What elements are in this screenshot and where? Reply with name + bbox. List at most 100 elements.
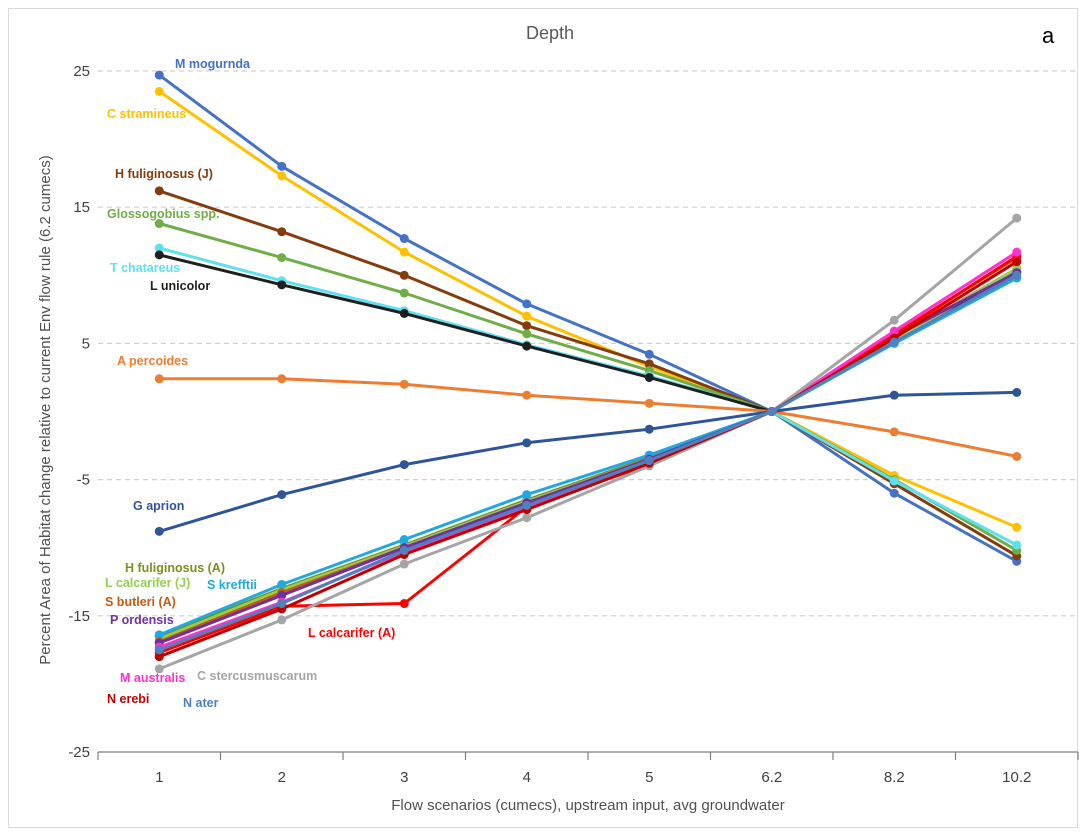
series-label-9: L calcarifer (J): [105, 576, 190, 590]
data-point-17-6: [889, 337, 899, 347]
x-tick-label: 8.2: [884, 769, 905, 786]
data-point-15-3: [522, 513, 532, 523]
data-point-10-2: [399, 535, 409, 545]
series-label-15: C stercusmuscarum: [197, 669, 317, 683]
data-point-0-0: [154, 70, 164, 80]
data-point-2-1: [277, 227, 287, 237]
data-point-0-6: [889, 488, 899, 498]
data-point-1-1: [277, 171, 287, 181]
panel-letter: a: [1042, 23, 1055, 48]
data-point-16-0: [154, 652, 164, 662]
data-point-5-3: [522, 341, 532, 351]
series-label-13: L calcarifer (A): [308, 626, 395, 640]
data-point-15-0: [154, 664, 164, 674]
data-point-3-2: [399, 288, 409, 298]
data-point-5-0: [154, 250, 164, 260]
data-point-15-6: [889, 315, 899, 325]
series-label-3: Glossogobius spp.: [107, 207, 220, 221]
data-point-13-2: [399, 599, 409, 609]
data-point-2-4: [644, 359, 654, 369]
data-point-7-1: [277, 490, 287, 500]
data-point-15-7: [1012, 213, 1022, 223]
x-tick-label: 10.2: [1002, 769, 1031, 786]
x-axis-title: Flow scenarios (cumecs), upstream input,…: [391, 797, 785, 814]
data-point-7-7: [1012, 387, 1022, 397]
data-point-2-2: [399, 270, 409, 280]
data-point-12-1: [277, 590, 287, 600]
data-point-6-0: [154, 374, 164, 384]
data-point-14-7: [1012, 247, 1022, 257]
data-point-6-6: [889, 427, 899, 437]
data-point-1-2: [399, 247, 409, 257]
series-line-3: [158, 222, 1018, 552]
data-point-10-3: [522, 490, 532, 500]
data-point-5-1: [277, 280, 287, 290]
data-point-17-3: [522, 500, 532, 510]
data-point-2-0: [154, 186, 164, 196]
data-point-3-1: [277, 253, 287, 263]
series-line-17: [158, 273, 1018, 652]
data-point-10-1: [277, 579, 287, 589]
data-point-15-1: [277, 615, 287, 625]
series-label-14: M australis: [120, 671, 185, 685]
data-point-0-1: [277, 161, 287, 171]
series-line-1: [158, 90, 1018, 529]
series-labels: M mogurnda C stramineus H fuliginosus (J) G…: [105, 57, 395, 710]
data-point-17-4: [644, 456, 654, 466]
y-tick-label: 15: [73, 199, 90, 216]
series-lines: [154, 70, 1022, 674]
data-point-17-2: [399, 545, 409, 555]
data-point-0-4: [644, 349, 654, 359]
x-tick-label: 2: [278, 769, 286, 786]
data-point-6-7: [1012, 451, 1022, 461]
data-point-17-7: [1012, 270, 1022, 280]
series-label-2: H fuliginosus (J): [115, 167, 213, 181]
data-point-7-4: [644, 424, 654, 434]
series-label-16: N erebi: [107, 692, 149, 706]
series-label-1: C stramineus: [107, 107, 186, 121]
series-line-6: [159, 377, 1018, 458]
series-line-0: [158, 73, 1018, 563]
series-line-15: [158, 216, 1018, 671]
series-label-11: S butleri (A): [105, 595, 176, 609]
data-point-16-7: [1012, 257, 1022, 267]
series-label-8: H fuliginosus (A): [125, 561, 225, 575]
x-tick-label: 3: [400, 769, 408, 786]
series-label-17: N ater: [183, 696, 219, 710]
data-point-1-0: [154, 86, 164, 96]
x-tick-label: 4: [523, 769, 531, 786]
y-tick-label: -15: [68, 608, 90, 625]
data-point-6-4: [644, 398, 654, 408]
series-line-5: [158, 253, 1018, 413]
series-label-6: A percoides: [117, 354, 188, 368]
series-label-12: P ordensis: [110, 613, 174, 627]
series-line-11: [158, 256, 1018, 644]
data-point-7-6: [889, 390, 899, 400]
axes: -25 -15 -5 5 15 25 1 2 3 4 5 6.2 8.2 10.2: [68, 63, 1079, 786]
series-label-5: L unicolor: [150, 279, 210, 293]
x-tick-label: 1: [155, 769, 163, 786]
data-point-4-6: [889, 476, 899, 486]
series-label-4: T chatareus: [110, 261, 180, 275]
data-point-1-3: [522, 311, 532, 321]
data-point-6-1: [277, 374, 287, 384]
data-point-2-3: [522, 321, 532, 331]
y-axis-title: Percent Area of Habitat change relative …: [37, 155, 54, 664]
data-point-0-2: [399, 234, 409, 244]
data-point-17-5: [767, 407, 777, 416]
x-tick-label: 6.2: [761, 769, 782, 786]
data-point-6-2: [399, 379, 409, 389]
data-point-17-1: [277, 599, 287, 609]
chart-title: Depth: [526, 23, 574, 43]
data-point-7-0: [154, 526, 164, 536]
data-point-15-2: [399, 559, 409, 569]
data-point-1-7: [1012, 522, 1022, 532]
data-point-5-2: [399, 308, 409, 318]
data-point-14-6: [889, 326, 899, 336]
series-label-7: G aprion: [133, 499, 184, 513]
y-tick-label: -5: [77, 472, 90, 489]
data-point-4-0: [154, 243, 164, 253]
data-point-7-3: [522, 438, 532, 448]
